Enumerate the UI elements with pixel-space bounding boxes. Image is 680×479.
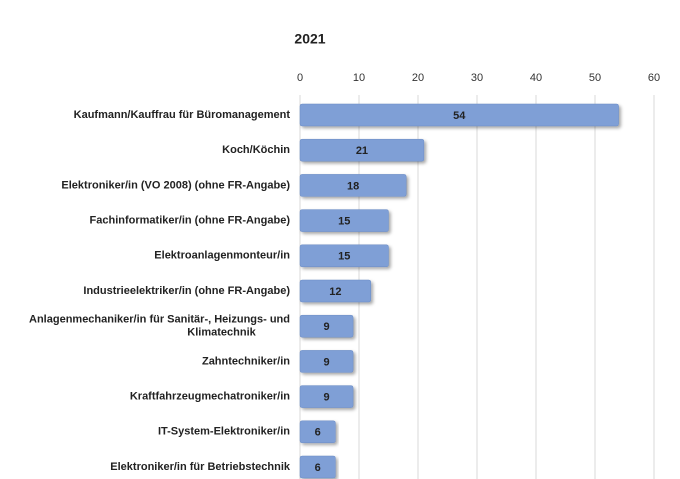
y-tick-label: Elektroanlagenmonteur/in xyxy=(154,250,290,262)
data-label: 21 xyxy=(356,145,368,157)
x-tick-label: 50 xyxy=(589,72,601,84)
y-tick-label: Industrieelektriker/in (ohne FR-Angabe) xyxy=(83,285,290,297)
x-tick-label: 60 xyxy=(648,72,660,84)
data-label: 12 xyxy=(329,286,341,298)
data-label: 9 xyxy=(323,321,329,333)
bar xyxy=(299,244,389,268)
data-label: 6 xyxy=(315,462,321,474)
x-tick-label: 10 xyxy=(353,72,365,84)
y-tick-label: Kaufmann/Kauffrau für Büromanagement xyxy=(74,109,291,121)
data-label: 15 xyxy=(338,216,350,228)
bar xyxy=(299,174,407,197)
bar xyxy=(299,103,619,127)
y-tick-label: Elektroniker/in für Betriebstechnik xyxy=(110,461,291,473)
data-label: 54 xyxy=(453,110,466,122)
bar xyxy=(299,279,372,303)
x-tick-label: 30 xyxy=(471,72,483,84)
x-tick-label: 40 xyxy=(530,72,542,84)
y-tick-label: Koch/Köchin xyxy=(222,144,290,156)
y-tick-label: Zahntechniker/in xyxy=(202,355,290,367)
bar xyxy=(299,385,354,408)
x-tick-label: 20 xyxy=(412,72,424,84)
x-tick-label: 0 xyxy=(297,72,303,84)
bar xyxy=(299,350,354,373)
bar xyxy=(299,209,389,232)
y-tick-label: Elektroniker/in (VO 2008) (ohne FR-Angab… xyxy=(61,179,290,191)
data-label: 18 xyxy=(347,180,359,192)
bar xyxy=(299,314,354,338)
data-label: 9 xyxy=(323,356,329,368)
y-tick-label: Fachinformatiker/in (ohne FR-Angabe) xyxy=(90,215,291,227)
data-label: 6 xyxy=(315,427,321,439)
chart-title: 2021 xyxy=(294,31,325,47)
data-label: 9 xyxy=(323,392,329,404)
y-tick-label: Kraftfahrzeugmechatroniker/in xyxy=(130,391,290,403)
y-tick-label: IT-System-Elektroniker/in xyxy=(158,426,290,438)
bar xyxy=(299,138,425,162)
data-label: 15 xyxy=(338,251,350,263)
bar xyxy=(299,420,336,444)
bar xyxy=(299,455,336,479)
y-tick-label: Anlagenmechaniker/in für Sanitär-, Heizu… xyxy=(29,314,290,339)
